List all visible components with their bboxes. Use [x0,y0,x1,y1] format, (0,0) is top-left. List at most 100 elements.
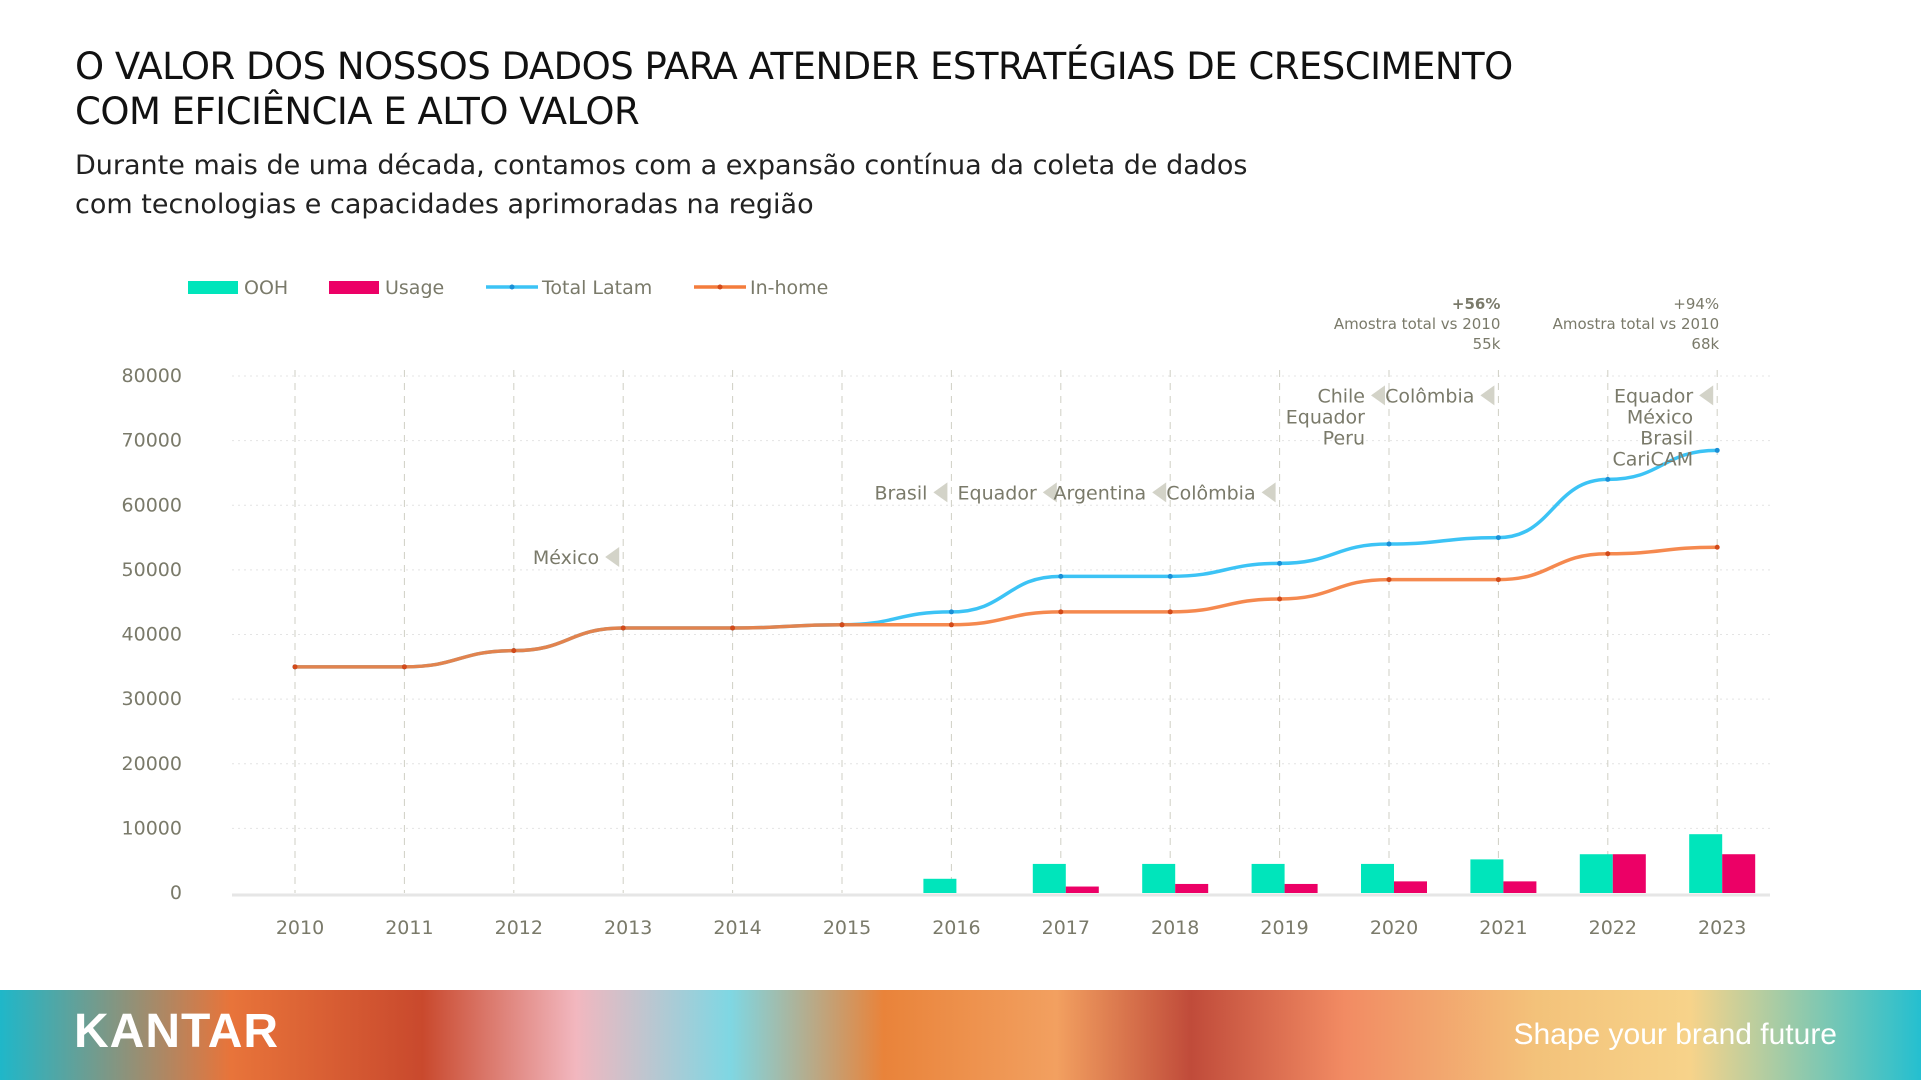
page-title: O VALOR DOS NOSSOS DADOS PARA ATENDER ES… [75,44,1575,134]
x-tick-label: 2016 [932,917,980,939]
triangle-left-icon [605,546,620,567]
point [948,609,954,615]
point [1277,560,1283,566]
y-tick-label: 30000 [122,688,182,710]
point [1277,596,1283,602]
annotation-label: México [533,547,599,569]
x-tick-label: 2012 [495,917,543,939]
triangle-left-icon [1042,482,1057,503]
annotation-label: CariCAM [1613,448,1694,470]
x-tick-label: 2018 [1151,917,1199,939]
x-tick-label: 2015 [823,917,871,939]
y-tick-label: 20000 [122,753,182,775]
callout-text: +56% [1452,295,1500,313]
annotation-label: Equador [1286,406,1365,428]
annotation-label: Chile [1317,385,1365,407]
y-tick-label: 60000 [122,494,182,516]
x-tick-label: 2022 [1589,917,1637,939]
y-tick-label: 70000 [122,430,182,452]
bar-usage [1065,886,1099,893]
bar-usage [1175,883,1209,893]
footer-banner: KANTAR Shape your brand future [0,990,1921,1080]
annotation-label: Colômbia [1166,482,1255,504]
annotation-label: Equador [1614,385,1693,407]
y-tick-label: 0 [170,882,182,904]
x-tick-label: 2020 [1370,917,1418,939]
annotation-label: Colômbia [1385,385,1474,407]
y-tick-label: 40000 [122,624,182,646]
title-line-2: COM EFICIÊNCIA E ALTO VALOR [75,90,640,133]
y-tick-label: 10000 [122,817,182,839]
callout-text: +94% [1673,295,1719,313]
point [1605,476,1611,482]
x-tick-label: 2021 [1479,917,1527,939]
legend-label: OOH [244,277,288,299]
triangle-left-icon [1480,385,1495,406]
point [1058,573,1064,579]
combo-chart: 0 10000 20000 30000 40000 50000 60000 70000 8000… [122,277,1770,939]
legend-swatch [329,281,379,294]
point [620,625,626,631]
point [1167,573,1173,579]
legend-label: Usage [385,277,444,299]
triangle-left-icon [1261,482,1276,503]
point [1386,541,1392,547]
annotation-label: Brasil [1640,427,1693,449]
bar-usage [1394,881,1427,893]
legend-marker [717,284,723,290]
point [401,664,407,670]
callout-text: Amostra total vs 2010 [1553,315,1720,333]
tagline: Shape your brand future [1513,1018,1837,1051]
annotation-label: Argentina [1054,482,1147,504]
point [1495,535,1501,541]
bar-ooh [1361,863,1394,893]
bar-ooh [1689,834,1723,893]
line-in-home [295,545,1718,669]
point [839,622,845,628]
legend-label: In-home [750,277,828,299]
point [1714,544,1720,550]
annotation-label: Equador [958,482,1037,504]
x-tick-label: 2014 [713,917,761,939]
bar-usage [1503,881,1537,893]
annotation-label: Brasil [874,482,927,504]
page-subtitle: Durante mais de uma década, contamos com… [75,146,1475,224]
y-tick-label: 80000 [122,365,182,387]
x-tick-label: 2017 [1042,917,1090,939]
bar-usage [1612,854,1646,893]
callout-text: 55k [1473,335,1501,353]
y-tick-label: 50000 [122,559,182,581]
point [1714,447,1720,453]
point [1058,609,1064,615]
bar-usage [1722,854,1756,893]
annotation-label: Peru [1323,427,1365,449]
point [511,648,517,654]
x-tick-label: 2011 [385,917,433,939]
title-line-1: O VALOR DOS NOSSOS DADOS PARA ATENDER ES… [75,45,1513,88]
point [1167,609,1173,615]
triangle-left-icon [1699,385,1714,406]
subtitle-line-2: com tecnologias e capacidades aprimorada… [75,189,814,220]
annotation-label: México [1627,406,1693,428]
x-tick-label: 2013 [604,917,652,939]
legend-marker [509,284,515,290]
callout-text: Amostra total vs 2010 [1334,315,1501,333]
x-tick-label: 2023 [1698,917,1746,939]
point [1495,577,1501,583]
callout-text: 68k [1691,335,1719,353]
point [292,664,298,670]
point [1605,551,1611,557]
bar-ooh [1032,863,1066,893]
bar-ooh [1470,859,1504,893]
point [730,625,736,631]
point [1386,577,1392,583]
triangle-left-icon [1371,385,1385,406]
bar-usage [1284,883,1318,893]
triangle-left-icon [933,482,948,503]
kantar-logo: KANTAR [74,1005,280,1058]
bar-ooh [1142,863,1176,893]
triangle-left-icon [1152,482,1167,503]
subtitle-line-1: Durante mais de uma década, contamos com… [75,150,1248,181]
point [948,622,954,628]
x-tick-label: 2010 [276,917,324,939]
